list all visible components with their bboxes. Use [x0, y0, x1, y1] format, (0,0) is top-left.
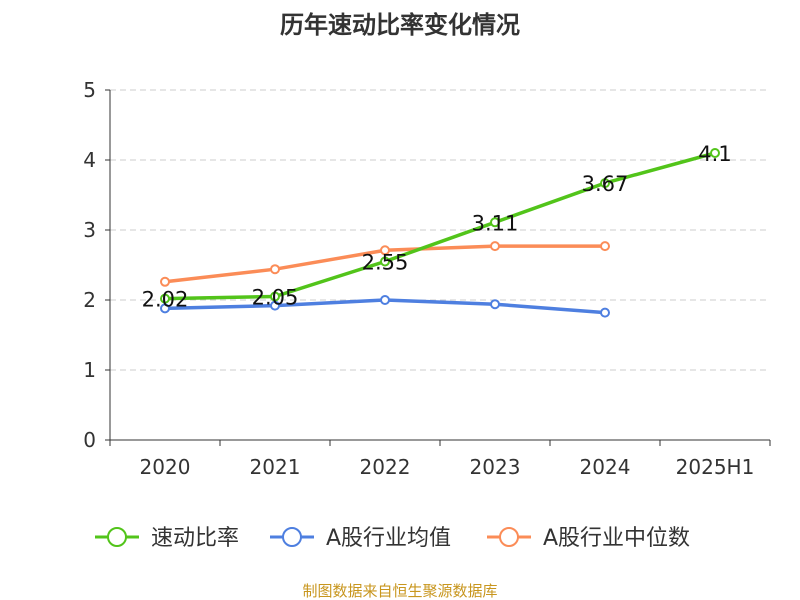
legend-label[interactable]: A股行业中位数 [543, 526, 690, 551]
data-point[interactable] [380, 245, 390, 256]
legend-marker[interactable] [282, 527, 302, 547]
legend-marker[interactable] [107, 527, 127, 547]
data-point[interactable] [490, 217, 500, 228]
data-point[interactable] [710, 148, 720, 158]
data-label: 3.11 [472, 211, 519, 235]
data-label: 2.55 [362, 251, 409, 275]
data-point[interactable] [600, 307, 610, 318]
data-point[interactable] [600, 241, 610, 252]
legend-label[interactable]: 速动比率 [151, 526, 239, 551]
y-tick-label: 2 [83, 288, 96, 312]
y-tick-label: 5 [83, 78, 96, 102]
data-point[interactable] [160, 303, 170, 314]
data-label: 3.67 [582, 172, 629, 196]
data-point[interactable] [270, 291, 280, 302]
x-tick-label: 2020 [140, 455, 191, 479]
x-tick-label: 2023 [470, 455, 521, 479]
source-note: 制图数据来自恒生聚源数据库 [302, 582, 497, 600]
data-point[interactable] [490, 241, 500, 252]
x-tick-label: 2024 [580, 455, 631, 479]
data-label: 4.1 [698, 142, 731, 166]
data-point[interactable] [160, 293, 170, 304]
data-point[interactable] [160, 276, 170, 287]
y-tick-label: 3 [83, 218, 96, 242]
y-tick-label: 0 [83, 428, 96, 452]
data-point[interactable] [490, 299, 500, 310]
data-point[interactable] [380, 295, 390, 305]
y-tick-label: 1 [83, 358, 96, 382]
x-tick-label: 2025H1 [676, 455, 755, 479]
x-tick-label: 2021 [250, 455, 301, 479]
x-tick-label: 2022 [360, 455, 411, 479]
data-label: 2.02 [142, 288, 189, 312]
chart-title: 历年速动比率变化情况 [280, 11, 520, 39]
legend-marker[interactable] [499, 527, 519, 547]
data-point[interactable] [270, 264, 280, 275]
legend-label[interactable]: A股行业均值 [326, 526, 451, 551]
data-label: 2.05 [252, 286, 299, 310]
series-line [164, 151, 716, 301]
data-point[interactable] [270, 300, 280, 311]
data-point[interactable] [380, 256, 390, 267]
data-point[interactable] [600, 178, 610, 189]
y-tick-label: 4 [83, 148, 96, 172]
